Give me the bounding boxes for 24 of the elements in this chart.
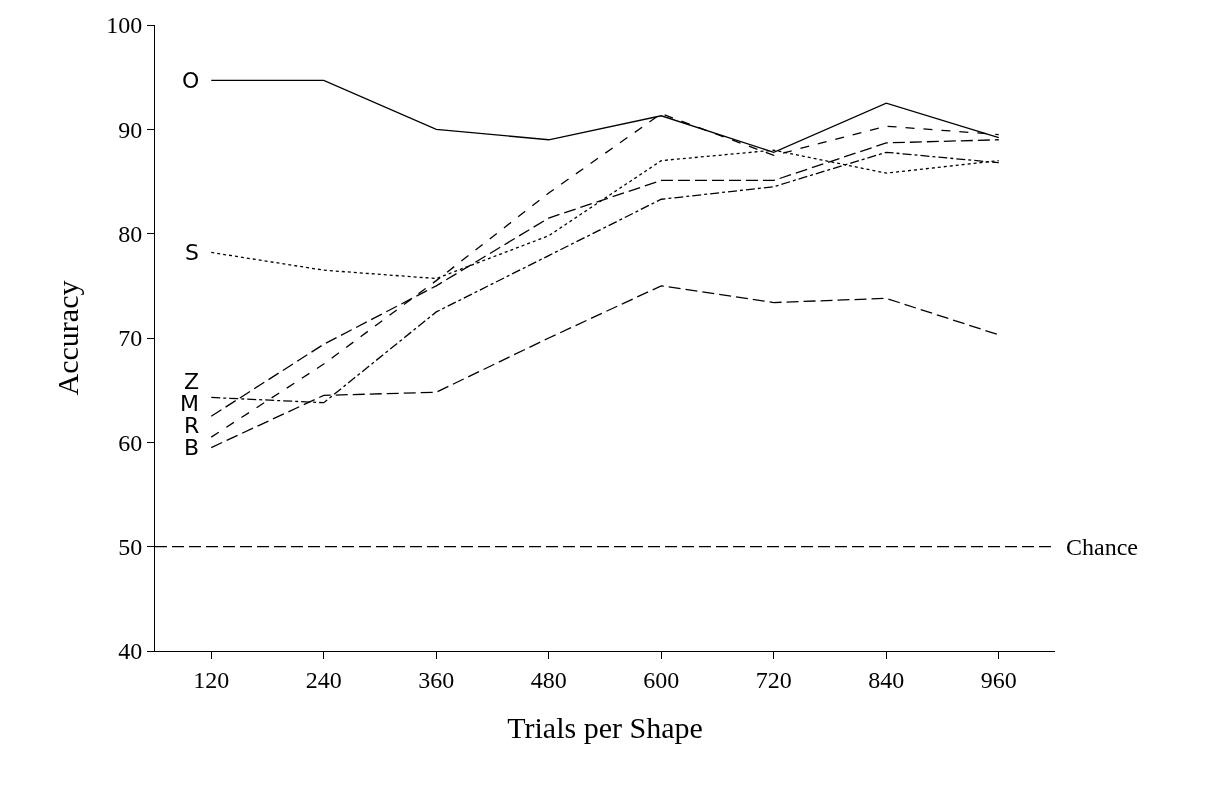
- y-tick-label: 90: [118, 116, 143, 143]
- series-label: M: [180, 391, 199, 416]
- ref-line-label: Chance: [1066, 534, 1138, 560]
- y-tick-label: 40: [118, 638, 143, 665]
- x-tick-label: 360: [418, 666, 455, 693]
- series-label: R: [184, 413, 200, 438]
- x-axis-title: Trials per Shape: [507, 711, 703, 745]
- y-tick-label: 60: [118, 429, 143, 456]
- x-tick-label: 600: [643, 666, 680, 693]
- x-tick-label: 960: [980, 666, 1017, 693]
- x-tick-label: 720: [755, 666, 792, 693]
- series-label: Z: [184, 369, 200, 394]
- x-tick-label: 480: [530, 666, 567, 693]
- y-tick-label: 100: [106, 12, 143, 39]
- series-label: B: [184, 435, 200, 460]
- series-label: S: [185, 240, 199, 265]
- y-tick-label: 80: [118, 221, 143, 248]
- x-tick-label: 840: [868, 666, 905, 693]
- y-tick-label: 70: [118, 325, 143, 352]
- x-tick-label: 240: [305, 666, 342, 693]
- y-axis-title: Accuracy: [51, 280, 85, 396]
- y-tick-label: 50: [118, 534, 143, 561]
- series-label: O: [182, 68, 200, 93]
- x-tick-label: 120: [193, 666, 230, 693]
